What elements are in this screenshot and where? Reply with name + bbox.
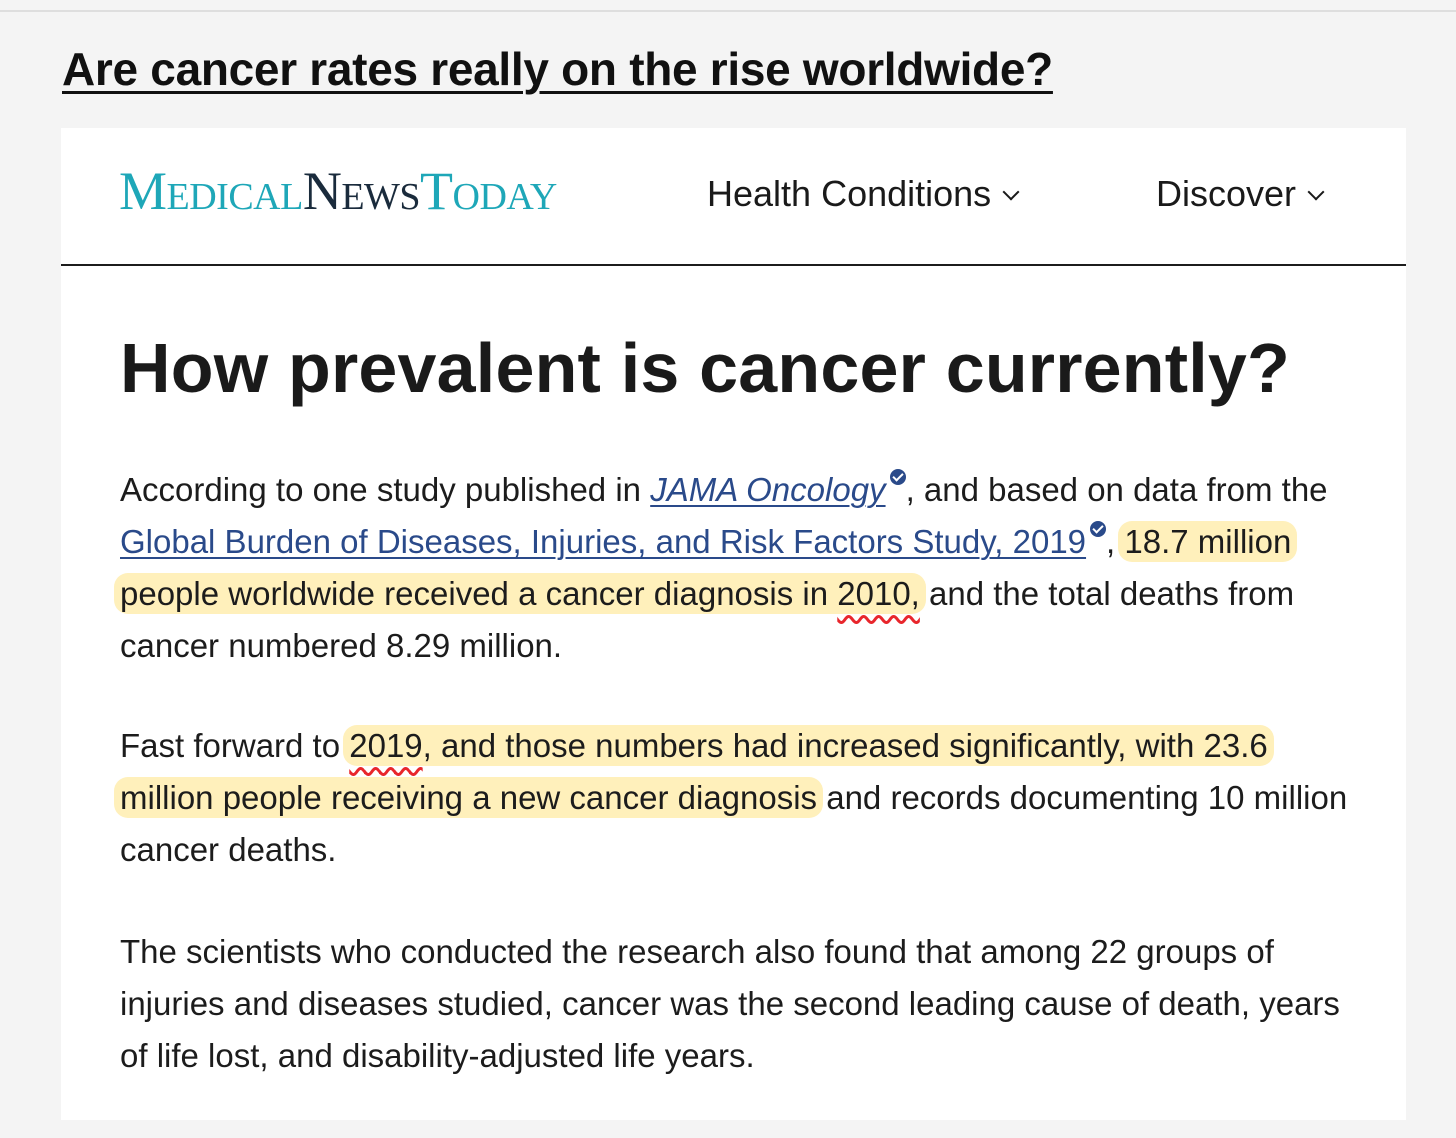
chevron-down-icon — [1002, 183, 1020, 201]
chevron-down-icon — [1307, 183, 1325, 201]
logo-part-medical: Medical — [119, 161, 303, 221]
p1-text-4: and the total deaths from cancer numbere… — [120, 575, 1295, 664]
paragraph-1: According to one study published in JAMA… — [114, 464, 1370, 672]
article-heading: How prevalent is cancer currently? — [120, 329, 1291, 407]
nav-health-conditions[interactable]: Health Conditions — [707, 172, 1020, 215]
p2-highlight-text: , and those numbers had increased signif… — [120, 727, 1268, 816]
nav-health-conditions-label: Health Conditions — [707, 173, 992, 214]
paragraph-2: Fast forward to 2019, and those numbers … — [114, 720, 1370, 876]
logo-part-today: Today — [420, 161, 557, 221]
p2-text-1: Fast forward to — [120, 727, 350, 764]
nav-discover[interactable]: Discover — [1156, 172, 1325, 215]
red-underline-2019: 2019 — [349, 727, 423, 764]
top-divider — [0, 10, 1456, 12]
p1-text-2: , and based on data from the — [905, 471, 1328, 508]
paragraph-3: The scientists who conducted the researc… — [120, 933, 1340, 1074]
p1-text-1: According to one study published in — [120, 471, 651, 508]
logo-part-news: News — [302, 161, 421, 221]
verified-check-icon — [889, 469, 906, 485]
p2-text-2: and records documenting 10 million cance… — [120, 779, 1348, 868]
verified-check-icon — [1090, 521, 1107, 537]
p1-highlight-text: 18.7 million people worldwide received a… — [120, 523, 1292, 612]
gbd-study-link[interactable]: Global Burden of Diseases, Injuries, and… — [120, 523, 1087, 560]
medical-news-today-logo[interactable]: MedicalNewsToday — [119, 164, 557, 218]
p1-text-3: , — [1106, 523, 1125, 560]
article-screenshot: MedicalNewsToday Health Conditions Disco… — [61, 128, 1406, 1120]
site-header: MedicalNewsToday Health Conditions Disco… — [61, 128, 1406, 266]
red-underline-2010: 2010, — [837, 575, 920, 612]
jama-oncology-link[interactable]: JAMA Oncology — [650, 471, 886, 508]
nav-discover-label: Discover — [1156, 173, 1297, 214]
post-title-link[interactable]: Are cancer rates really on the rise worl… — [62, 43, 1053, 95]
